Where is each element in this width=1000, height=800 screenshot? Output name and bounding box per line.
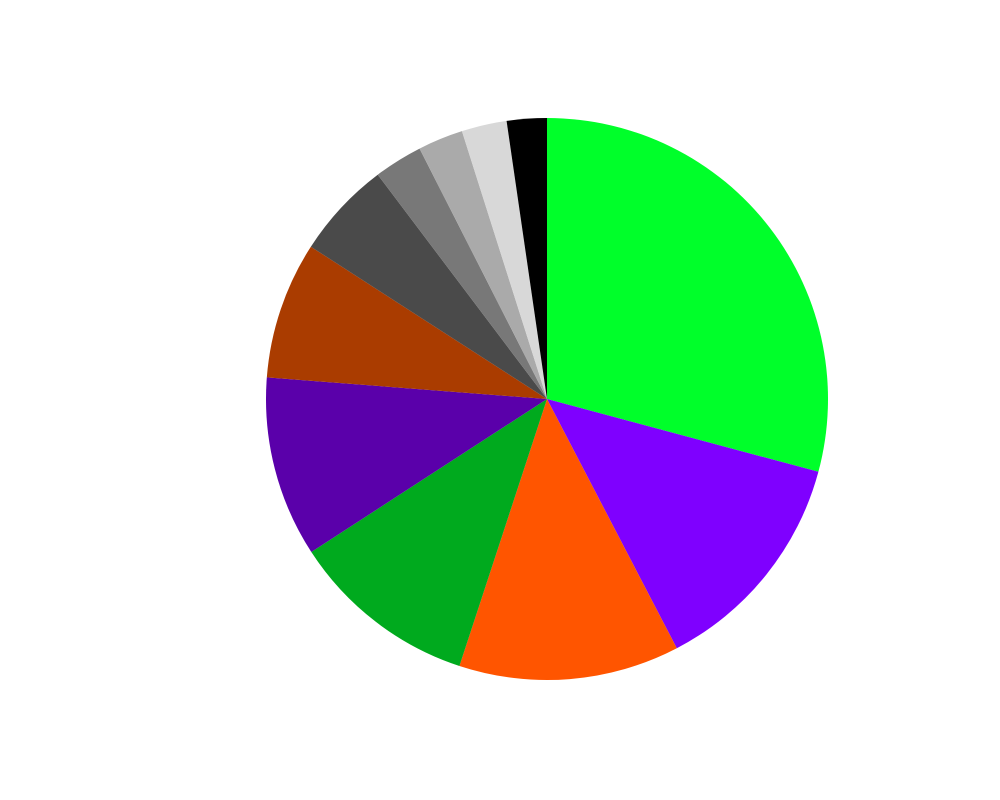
pie-slice <box>266 377 547 553</box>
pie-slice <box>377 148 547 399</box>
pie-slice <box>459 399 677 680</box>
pie-slice <box>266 246 547 399</box>
pie-slice <box>310 174 547 399</box>
pie-slice <box>506 118 547 399</box>
pie-slice <box>461 120 547 399</box>
pie-slice <box>547 118 828 472</box>
pie-slice <box>547 399 819 649</box>
pie-slice <box>419 131 547 399</box>
pie-slice <box>311 399 547 667</box>
